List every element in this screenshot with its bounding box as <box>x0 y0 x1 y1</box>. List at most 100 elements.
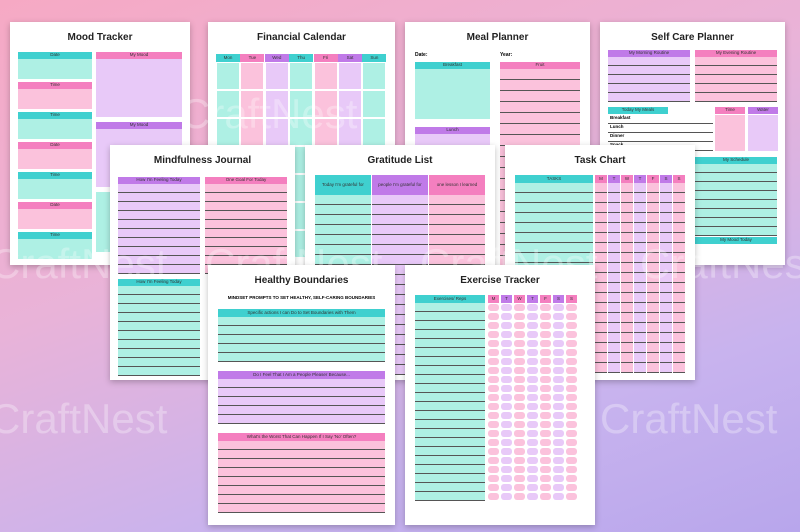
day-cell <box>540 430 551 437</box>
line-row <box>595 283 607 293</box>
line-row <box>608 66 690 75</box>
line-row <box>372 225 428 235</box>
line-row <box>608 293 620 303</box>
section-header: Fri <box>313 54 338 62</box>
day-cell <box>527 322 538 329</box>
line-row <box>315 255 371 265</box>
line-row <box>415 384 485 393</box>
line-row <box>660 243 672 253</box>
day-cell <box>514 466 525 473</box>
line-row <box>515 233 593 243</box>
line-row <box>647 263 659 273</box>
line-row <box>660 343 672 353</box>
line-row <box>415 375 485 384</box>
line-row <box>595 323 607 333</box>
day-cell <box>488 367 499 374</box>
line-row <box>647 203 659 213</box>
day-cell <box>540 403 551 410</box>
section-header: Thu <box>289 54 314 62</box>
line-row <box>372 365 428 375</box>
line-row <box>673 253 685 263</box>
line-row <box>634 303 646 313</box>
day-cell <box>488 430 499 437</box>
day-cell <box>566 340 577 347</box>
line-row <box>372 275 428 285</box>
line-row <box>608 93 690 102</box>
section-header: One Goal For Today <box>205 177 287 184</box>
day-cell <box>514 376 525 383</box>
line-row <box>608 303 620 313</box>
line-row <box>118 256 200 265</box>
line-row <box>205 211 287 220</box>
line-row <box>673 303 685 313</box>
line-row <box>695 218 777 227</box>
day-cell <box>527 493 538 500</box>
line-row <box>595 263 607 273</box>
day-cell <box>566 412 577 419</box>
line-row <box>647 313 659 323</box>
line-row <box>660 363 672 373</box>
day-cell <box>527 457 538 464</box>
line-row <box>621 303 633 313</box>
line-row <box>660 333 672 343</box>
line-row <box>218 477 385 486</box>
line-row <box>415 402 485 411</box>
day-cell <box>501 385 512 392</box>
line-row <box>673 183 685 193</box>
day-cell <box>527 331 538 338</box>
day-cell <box>566 367 577 374</box>
line-row <box>608 363 620 373</box>
line-row <box>660 303 672 313</box>
line-row <box>660 353 672 363</box>
line-row <box>205 202 287 211</box>
box <box>695 244 777 260</box>
year-label: Year: <box>500 52 513 58</box>
day-cell <box>501 349 512 356</box>
line-row <box>315 235 371 245</box>
day-cell <box>514 340 525 347</box>
day-cell <box>488 322 499 329</box>
day-cell <box>514 412 525 419</box>
section-header: M <box>488 295 499 303</box>
line-row <box>647 213 659 223</box>
day-cell <box>501 412 512 419</box>
day-cell <box>553 394 564 401</box>
line-row <box>621 343 633 353</box>
day-cell <box>501 340 512 347</box>
day-cell <box>566 493 577 500</box>
day-cell <box>566 358 577 365</box>
page-title: Self Care Planner <box>651 32 734 43</box>
line-row <box>218 441 385 450</box>
section-header: Sun <box>362 54 387 62</box>
day-cell <box>501 421 512 428</box>
day-cell <box>527 421 538 428</box>
line-row <box>634 263 646 273</box>
line-row <box>429 225 485 235</box>
page-title: Mood Tracker <box>67 32 133 43</box>
line-row <box>372 195 428 205</box>
day-cell <box>501 394 512 401</box>
day-cell <box>540 358 551 365</box>
line-row <box>673 283 685 293</box>
line-row <box>647 363 659 373</box>
line-row <box>218 459 385 468</box>
line-row <box>660 233 672 243</box>
day-cell <box>514 493 525 500</box>
line-row <box>205 184 287 193</box>
day-cell <box>540 448 551 455</box>
calendar-cell <box>240 62 265 90</box>
day-cell <box>540 367 551 374</box>
line-row <box>372 215 428 225</box>
line-row <box>515 223 593 233</box>
line-row <box>673 293 685 303</box>
calendar-cell <box>313 62 338 90</box>
line-row <box>429 245 485 255</box>
line-row <box>118 211 200 220</box>
line-row <box>595 183 607 193</box>
day-cell <box>514 439 525 446</box>
calendar-cell <box>362 118 387 146</box>
line-row <box>118 295 200 304</box>
line-row <box>372 295 428 305</box>
line-row <box>634 233 646 243</box>
